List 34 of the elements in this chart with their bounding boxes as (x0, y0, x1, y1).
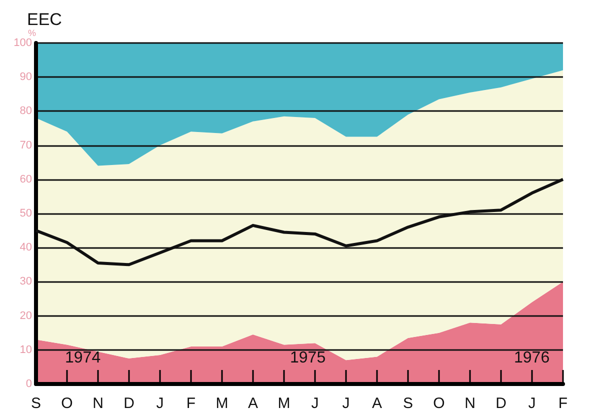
y-tick-label: 100 (14, 37, 32, 49)
y-axis-title: % (28, 28, 36, 38)
x-tick-label: O (433, 395, 445, 412)
x-tick-label: F (558, 395, 568, 412)
y-tick-label: 90 (20, 71, 32, 84)
x-tick-label: F (186, 395, 196, 412)
x-tick-label: S (402, 395, 414, 412)
annotation: 1975 (290, 350, 326, 366)
x-tick-label: O (61, 395, 73, 412)
x-tick-label: D (124, 395, 135, 412)
x-tick-label: N (92, 395, 104, 412)
annotation: 1974 (65, 350, 101, 366)
x-tick-label: J (528, 395, 536, 412)
y-tick-label: 40 (20, 242, 32, 254)
x-tick-label: J (342, 395, 350, 412)
x-tick-label: N (464, 395, 476, 412)
x-tick-label: J (156, 395, 164, 412)
x-tick-label: M (278, 395, 290, 412)
x-tick-label: A (372, 395, 382, 412)
annotation: 1976 (514, 350, 550, 366)
x-tick-label: M (216, 395, 228, 412)
y-tick-label: 70 (20, 139, 32, 152)
y-tick-label: 60 (20, 173, 32, 186)
x-tick-label: A (248, 395, 258, 412)
y-tick-label: 30 (20, 276, 32, 288)
y-tick-label: 80 (20, 105, 32, 118)
y-tick-label: 20 (20, 310, 32, 322)
x-tick-label: D (496, 395, 507, 412)
y-tick-label: 50 (20, 208, 32, 220)
chart-title: EEC (27, 10, 62, 29)
x-tick-label: J (311, 395, 319, 412)
y-tick-label: 0 (26, 378, 32, 390)
x-tick-label: S (30, 395, 42, 412)
y-tick-label: 10 (20, 344, 32, 356)
